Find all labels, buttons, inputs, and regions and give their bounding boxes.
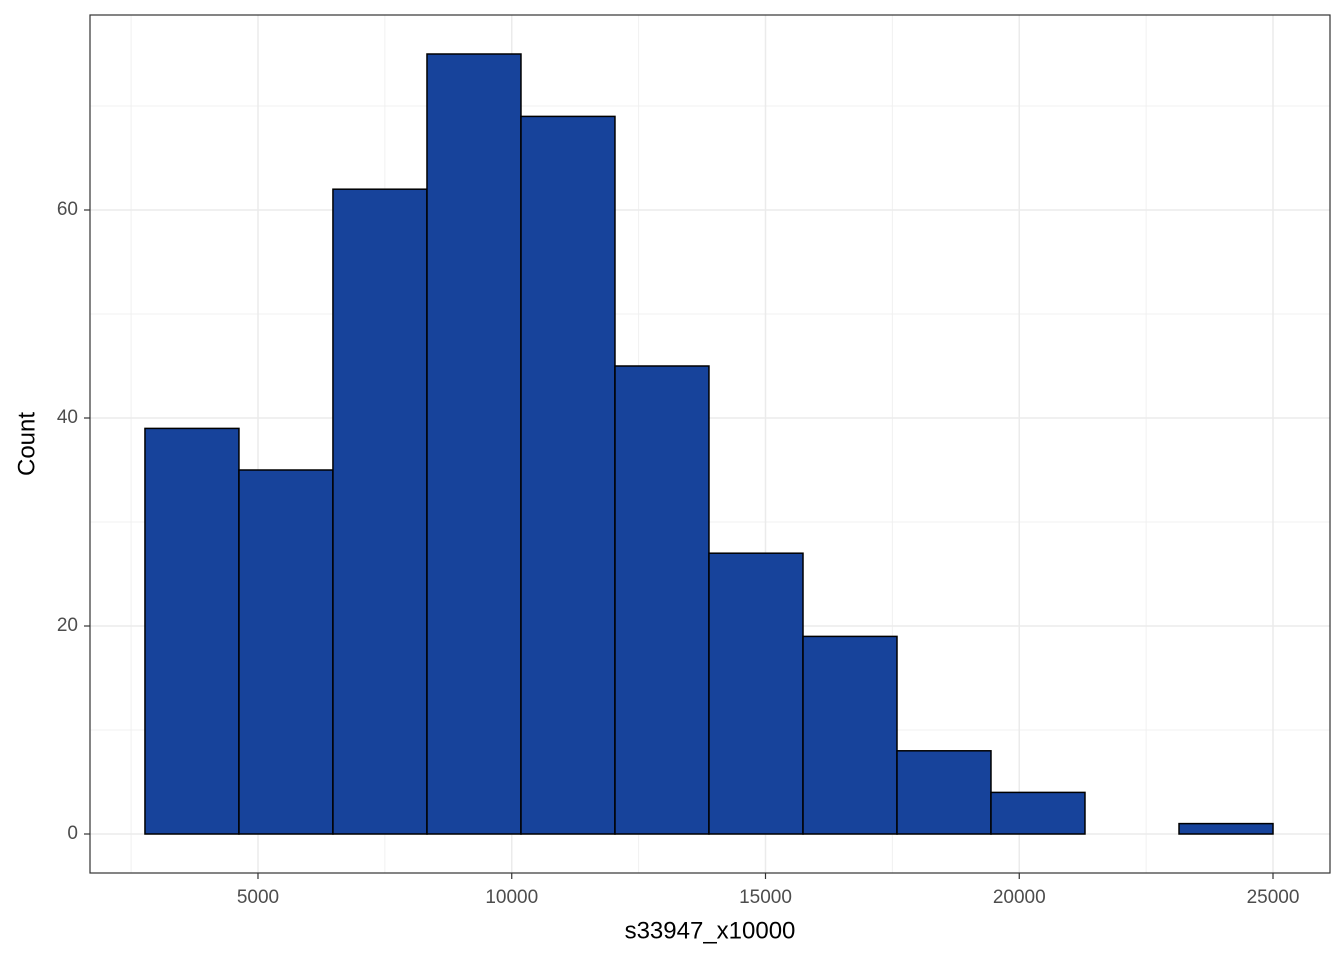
bar <box>520 115 616 835</box>
x-tick-label: 10000 <box>485 887 538 908</box>
x-tick-label: 25000 <box>1247 887 1300 908</box>
panel-border <box>89 14 1331 874</box>
bar <box>1178 822 1274 835</box>
bar <box>144 427 240 835</box>
bar <box>708 552 804 835</box>
bar <box>614 365 710 835</box>
x-axis-title: s33947_x10000 <box>625 917 796 944</box>
x-tick-label: 20000 <box>993 887 1046 908</box>
bar <box>332 188 428 835</box>
x-tick-label: 5000 <box>237 887 279 908</box>
bar <box>802 635 898 835</box>
bar <box>238 469 334 835</box>
bar <box>896 750 992 835</box>
bar <box>426 53 522 835</box>
y-axis-title: Count <box>13 412 40 476</box>
y-tick-label: 40 <box>57 407 78 428</box>
y-tick-label: 60 <box>57 199 78 220</box>
bar <box>990 791 1086 835</box>
y-tick-label: 20 <box>57 615 78 636</box>
y-tick-label: 0 <box>67 823 78 844</box>
x-tick-label: 15000 <box>739 887 792 908</box>
